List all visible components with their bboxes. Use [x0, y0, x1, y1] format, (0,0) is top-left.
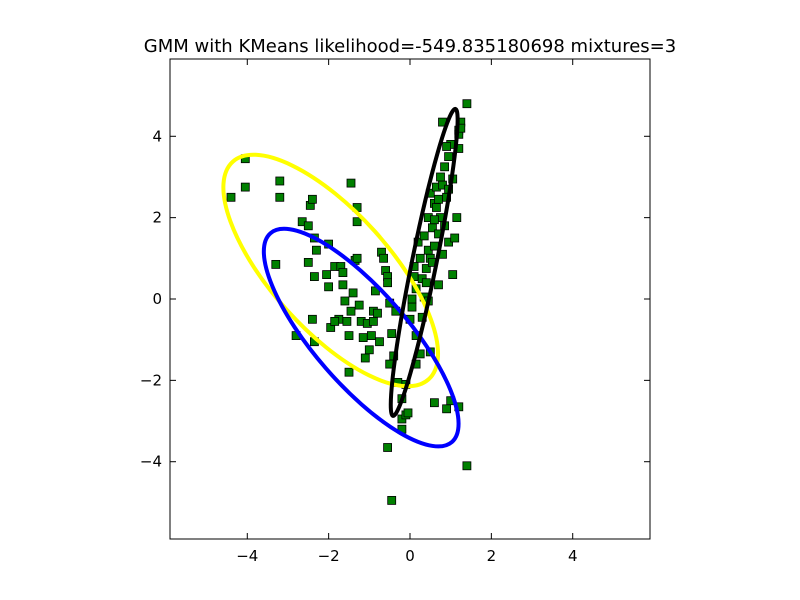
data-point	[303, 221, 313, 231]
y-tick-label: 4	[152, 127, 162, 145]
blue-ellipse	[261, 226, 461, 449]
data-point	[431, 203, 441, 212]
data-point	[344, 331, 354, 341]
data-point	[440, 162, 450, 172]
x-tick-label: 0	[405, 547, 415, 565]
data-point	[450, 233, 460, 243]
gmm-ellipses	[221, 106, 461, 449]
data-point	[419, 231, 429, 241]
data-point	[421, 264, 431, 273]
data-point	[364, 345, 374, 355]
data-point	[442, 404, 452, 414]
chart-title: GMM with KMeans likelihood=-549.83518069…	[144, 36, 676, 57]
data-point	[407, 294, 417, 304]
data-point	[360, 353, 370, 363]
data-point	[338, 280, 348, 290]
data-point	[436, 172, 445, 182]
data-point	[442, 142, 452, 151]
data-point	[346, 178, 356, 188]
data-point	[434, 194, 443, 204]
data-point	[415, 253, 425, 263]
y-tick-label: 0	[152, 290, 162, 308]
data-point	[429, 215, 439, 225]
data-point	[421, 278, 431, 288]
data-point	[383, 278, 393, 288]
data-point	[452, 213, 462, 223]
data-point	[379, 253, 389, 263]
data-point	[429, 241, 439, 251]
data-point	[330, 316, 340, 326]
data-point	[462, 461, 472, 471]
data-point	[434, 280, 443, 290]
data-point	[373, 308, 382, 318]
data-point	[271, 259, 281, 269]
x-tick-label: −2	[318, 547, 340, 565]
data-point	[348, 288, 358, 298]
data-point	[309, 272, 319, 282]
data-point	[368, 316, 378, 326]
x-tick-label: 4	[568, 547, 578, 565]
data-point	[352, 253, 362, 263]
data-point	[354, 300, 364, 310]
y-tick-label: −2	[140, 371, 162, 389]
axis-ticks: −4 −2 0 2 4 −4 −2 0 2 4	[140, 59, 650, 565]
data-point	[322, 270, 332, 280]
data-point	[275, 176, 285, 186]
data-point	[324, 282, 334, 292]
data-point	[462, 99, 472, 109]
data-point	[311, 245, 321, 255]
data-point	[352, 217, 362, 227]
data-point	[226, 192, 236, 202]
x-tick-label: 2	[487, 547, 497, 565]
data-point	[387, 329, 397, 339]
data-point	[340, 296, 350, 306]
data-point	[448, 270, 458, 280]
data-point	[407, 302, 417, 312]
data-point	[307, 194, 317, 204]
data-point	[338, 268, 348, 278]
data-point	[429, 398, 439, 408]
data-point	[383, 443, 393, 452]
data-point	[240, 182, 250, 192]
data-point	[307, 314, 317, 324]
x-tick-label: −4	[236, 547, 258, 565]
data-point	[403, 408, 413, 418]
yellow-ellipse	[221, 152, 441, 389]
data-point	[303, 257, 313, 267]
y-tick-label: 2	[152, 209, 162, 227]
black-ellipse	[388, 106, 460, 418]
data-point	[366, 331, 376, 341]
y-tick-label: −4	[140, 453, 162, 471]
data-point	[346, 306, 356, 316]
data-point	[344, 367, 354, 377]
data-point	[275, 192, 285, 202]
data-point	[387, 495, 397, 505]
data-point	[375, 337, 384, 347]
data-point	[358, 333, 368, 343]
data-point	[444, 152, 454, 162]
data-point	[342, 316, 352, 326]
